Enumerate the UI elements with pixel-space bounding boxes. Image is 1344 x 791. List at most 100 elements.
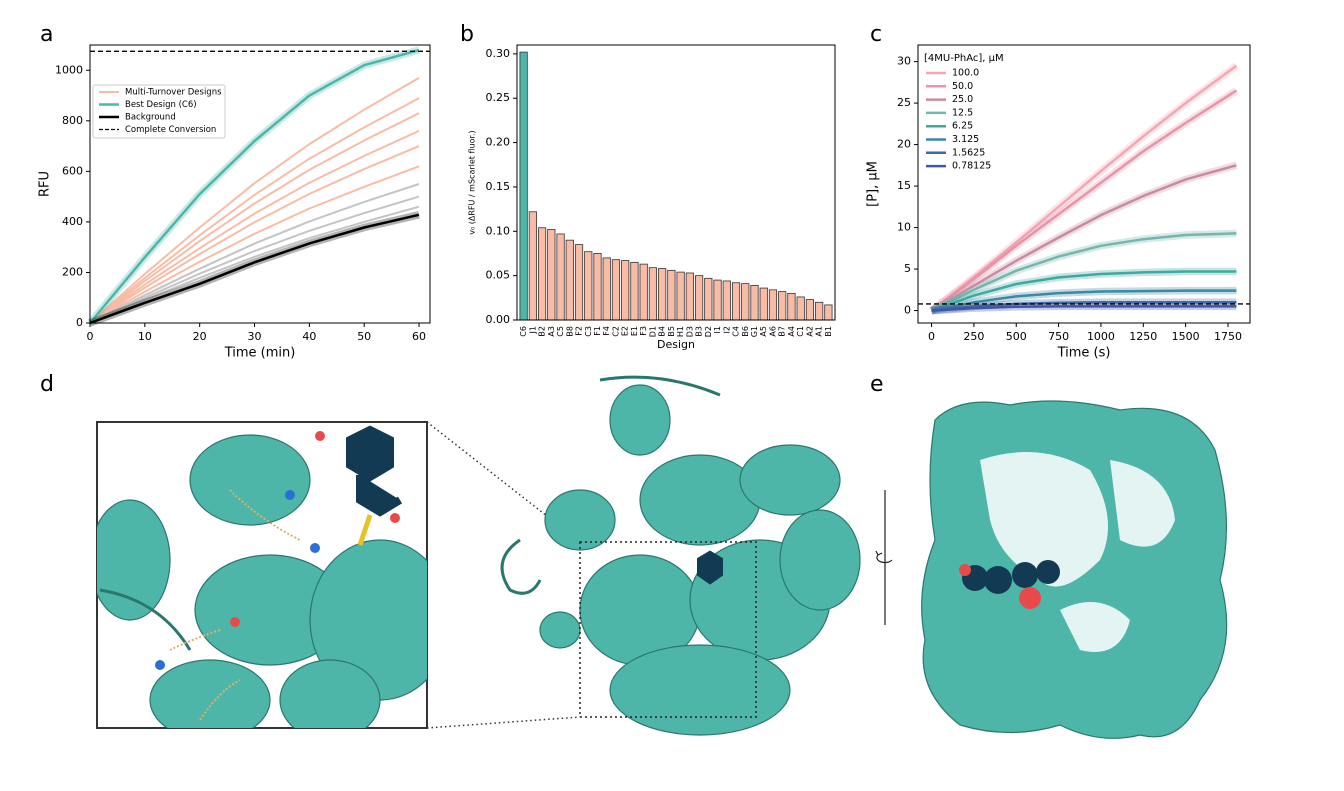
x-tick-label: E2 — [621, 326, 630, 336]
bar — [824, 304, 833, 321]
x-tick-label: B3 — [695, 326, 704, 337]
series-line — [930, 64, 1238, 312]
x-tick-label: 500 — [1006, 330, 1027, 343]
bar — [685, 272, 694, 321]
replicate-line — [89, 195, 420, 324]
panel-letter: b — [460, 22, 474, 47]
replicate-line — [89, 205, 420, 324]
y-tick-label: 0.05 — [486, 269, 511, 282]
series-line — [89, 213, 420, 325]
y-axis-label: RFU — [38, 171, 53, 197]
panel-letter: d — [40, 372, 54, 397]
bar — [750, 285, 759, 321]
bar — [658, 268, 667, 321]
legend-label: Multi-Turnover Designs — [125, 88, 222, 98]
bar — [713, 279, 722, 321]
replicate-line — [89, 183, 420, 324]
x-tick-label: B1 — [824, 326, 833, 337]
x-tick-label: A2 — [805, 326, 814, 337]
series-line — [89, 77, 420, 324]
x-tick-label: E1 — [630, 326, 639, 336]
y-tick-label: 0.20 — [486, 136, 511, 149]
legend: Multi-Turnover Designs Best Design (C6) Ba… — [92, 84, 226, 139]
x-tick-label: C4 — [732, 326, 741, 337]
legend-label: 12.5 — [952, 107, 973, 118]
plot-frame — [917, 44, 1251, 324]
x-tick-label: C6 — [519, 326, 528, 337]
y-tick-label: 15 — [897, 179, 911, 192]
series-line — [89, 112, 420, 324]
y-tick-label: 0.15 — [486, 180, 511, 193]
x-tick-label: C5 — [556, 326, 565, 337]
y-tick-label: 0.10 — [486, 224, 511, 237]
x-tick-label: F1 — [593, 326, 602, 336]
x-tick-label: A1 — [815, 326, 824, 337]
bar — [537, 227, 547, 321]
legend-label: Complete Conversion — [125, 125, 216, 135]
series-line — [89, 97, 420, 324]
bar — [722, 280, 731, 321]
series-line — [89, 48, 420, 324]
bar — [805, 299, 815, 321]
bar — [694, 275, 704, 321]
y-tick-label: 400 — [62, 215, 83, 228]
x-tick-label: D2 — [704, 326, 713, 337]
plot-frame — [89, 44, 431, 324]
x-tick-label: B6 — [741, 326, 750, 337]
legend-label: 100.0 — [952, 68, 979, 79]
legend-label: Best Design (C6) — [125, 100, 197, 110]
y-tick-label: 0 — [904, 304, 911, 317]
bar — [639, 263, 648, 321]
bar — [630, 261, 639, 321]
series-line — [930, 164, 1237, 312]
x-tick-label: 60 — [412, 330, 426, 343]
x-tick-label: 1250 — [1129, 330, 1157, 343]
panel-letter: a — [40, 22, 53, 47]
y-tick-label: 1000 — [55, 63, 83, 76]
x-tick-label: F4 — [602, 326, 611, 336]
x-tick-label: 250 — [963, 330, 984, 343]
bar — [593, 253, 602, 321]
x-axis-label: Time (s) — [1057, 346, 1111, 361]
x-tick-label: 30 — [248, 330, 262, 343]
bar — [556, 233, 565, 321]
y-tick-label: 10 — [897, 221, 911, 234]
bar — [565, 239, 574, 321]
y-tick-label: 600 — [62, 164, 83, 177]
bar — [528, 211, 537, 321]
panel-letter: c — [870, 22, 882, 47]
series-line — [931, 305, 1237, 312]
bar — [667, 269, 676, 321]
x-tick-label: B7 — [778, 326, 787, 337]
series-line — [89, 145, 420, 324]
x-tick-label: G1 — [750, 326, 759, 337]
structure-overview — [500, 375, 861, 736]
series-line — [931, 270, 1237, 312]
x-tick-label: B2 — [538, 326, 547, 337]
y-tick-label: 0 — [76, 316, 83, 329]
chart-panel: a 0 200 400 600 800 1000 0 10 20 30 40 50 60 Time (min… — [38, 22, 431, 361]
legend-label: 1.5625 — [952, 147, 985, 158]
x-tick-label: 40 — [302, 330, 316, 343]
bar — [731, 282, 741, 321]
series-line — [931, 289, 1237, 312]
x-tick-label: A3 — [547, 326, 556, 337]
bar — [584, 251, 593, 321]
x-tick-label: 20 — [193, 330, 207, 343]
x-tick-label: C1 — [796, 326, 805, 337]
x-tick-label: C3 — [584, 326, 593, 337]
y-tick-label: 0.00 — [486, 313, 511, 326]
bar — [574, 244, 584, 321]
y-tick-label: 0.30 — [486, 47, 511, 60]
x-tick-label: J1 — [528, 326, 537, 334]
x-tick-label: I1 — [713, 326, 722, 333]
x-tick-label: C2 — [611, 326, 620, 337]
y-tick-label: 30 — [897, 55, 911, 68]
y-tick-label: 0.25 — [486, 91, 511, 104]
x-tick-label: A5 — [759, 326, 768, 337]
x-tick-label: 0 — [928, 330, 935, 343]
structure-surface — [875, 400, 1228, 739]
x-tick-label: 750 — [1048, 330, 1069, 343]
x-tick-label: B8 — [565, 326, 574, 337]
x-tick-label: A4 — [787, 326, 796, 337]
